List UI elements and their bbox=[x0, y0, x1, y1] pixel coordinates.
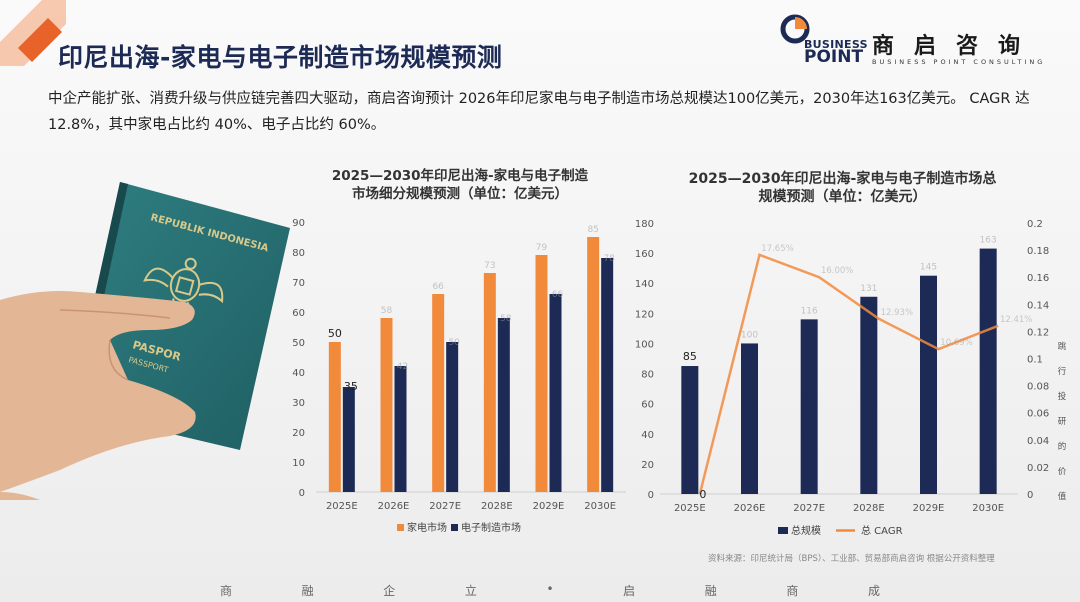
vertical-watermark-char: 跳 bbox=[1057, 342, 1067, 352]
motto-char: 成 bbox=[867, 584, 880, 598]
vertical-watermark-char: 的 bbox=[1057, 442, 1067, 452]
motto-char: 启 bbox=[623, 584, 636, 598]
vertical-watermark-text: 跳行投研的价值 bbox=[1055, 335, 1069, 510]
motto-char: 立 bbox=[464, 584, 477, 598]
vertical-watermark-char: 研 bbox=[1057, 417, 1067, 427]
left-chart-title-line1: 2025—2030年印尼出海-家电与电子制造 bbox=[331, 168, 589, 184]
right-chart-title: 2025—2030年印尼出海-家电与电子制造市场总 规模预测（单位：亿美元） bbox=[665, 170, 1020, 206]
page-title: 印尼出海-家电与电子制造市场规模预测 bbox=[58, 43, 503, 72]
left-chart-title: 2025—2030年印尼出海-家电与电子制造 市场细分规模预测（单位：亿美元） bbox=[320, 167, 600, 203]
company-logo: BUSINESS POINT 商启咨询 BUSINESS POINT CONSU… bbox=[780, 14, 1070, 70]
motto-char: • bbox=[546, 582, 554, 596]
logo-cn: 商启咨询 bbox=[872, 34, 1041, 59]
motto-char: 商 bbox=[220, 584, 233, 598]
vertical-watermark-char: 投 bbox=[1057, 392, 1067, 402]
right-chart-title-line2: 规模预测（单位：亿美元） bbox=[758, 189, 927, 205]
logo-mark-icon bbox=[780, 14, 810, 44]
vertical-watermark-char: 行 bbox=[1057, 367, 1067, 377]
corner-decoration bbox=[0, 0, 66, 66]
motto-char: 商 bbox=[786, 584, 799, 598]
motto-char: 融 bbox=[301, 584, 314, 598]
motto-char: 企 bbox=[383, 584, 396, 598]
intro-paragraph: 中企产能扩张、消费升级与供应链完善四大驱动，商启咨询预计 2026年印尼家电与电… bbox=[48, 91, 1030, 133]
right-chart-title-line1: 2025—2030年印尼出海-家电与电子制造市场总 bbox=[688, 171, 997, 187]
logo-en-line1: BUSINESS bbox=[804, 38, 868, 51]
motto-footer: 商 融 企 立 • 启 融 商 成 bbox=[220, 582, 880, 599]
left-chart-title-line2: 市场细分规模预测（单位：亿美元） bbox=[352, 186, 568, 202]
logo-subtitle: BUSINESS POINT CONSULTING bbox=[872, 58, 1046, 66]
logo-en-line2: POINT bbox=[804, 47, 864, 67]
vertical-watermark-char: 值 bbox=[1057, 492, 1067, 502]
motto-char: 融 bbox=[704, 584, 717, 598]
passport-illustration: REPUBLIK INDONESIA PASPOR PASSPORT bbox=[0, 182, 290, 500]
source-note: 资料来源：印尼统计局（BPS）、工业部、贸易部商启咨询 根据公开资料整理 bbox=[708, 554, 995, 564]
hand-shape bbox=[0, 291, 196, 492]
vertical-watermark-char: 价 bbox=[1057, 467, 1067, 477]
